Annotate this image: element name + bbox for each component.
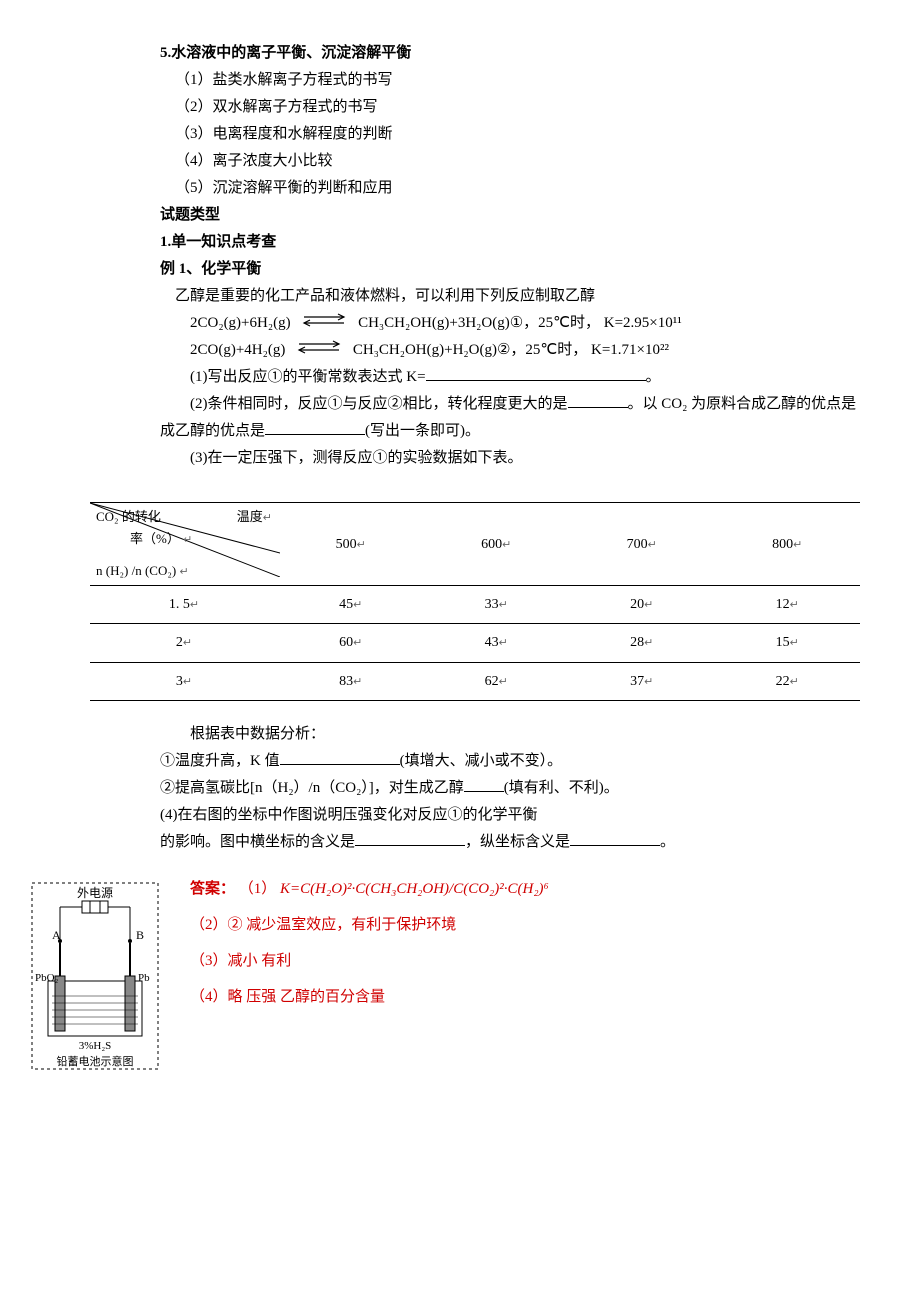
question-type-heading: 试题类型	[160, 202, 860, 229]
ext-power-label: 外电源	[77, 886, 113, 900]
blank-q4x	[355, 845, 465, 846]
temp-500: 500↵	[278, 503, 424, 586]
table-header-row: 温度↵ 率（%） ↵ CO₂ 的转化 n (H₂) /n (CO₂) ↵ 500…	[90, 503, 860, 586]
item-4: （4）离子浓度大小比较	[175, 148, 860, 175]
item-2: （2）双水解离子方程式的书写	[175, 94, 860, 121]
svg-text:B: B	[136, 928, 144, 942]
answer-1: 答案： （1） K=C(H₂O)²·C(CH₃CH₂OH)/C(CO₂)²·C(…	[190, 871, 549, 907]
after-table-text: 根据表中数据分析：	[190, 721, 860, 748]
eq2-left: 2CO(g)+4H₂(g)	[190, 342, 285, 358]
blank-q2b	[265, 434, 365, 435]
diagonal-header-cell: 温度↵ 率（%） ↵ CO₂ 的转化 n (H₂) /n (CO₂) ↵	[90, 503, 278, 586]
equilibrium-arrow-icon	[295, 337, 343, 364]
question-4a: (4)在右图的坐标中作图说明压强变化对反应①的化学平衡	[160, 802, 860, 829]
blank-q2a	[568, 407, 628, 408]
eq1-right: CH₃CH₂OH(g)+3H₂O(g)①，25℃时， K=2.95×10¹¹	[358, 315, 682, 331]
answer-2: （2）② 减少温室效应，有利于保护环境	[190, 907, 549, 943]
intro-text: 乙醇是重要的化工产品和液体燃料，可以利用下列反应制取乙醇	[175, 283, 860, 310]
svg-text:铅蓄电池示意图: 铅蓄电池示意图	[57, 1054, 134, 1068]
answer-3: （3）减小 有利	[190, 943, 549, 979]
question-3-2: ②提高氢碳比[n（H₂）/n（CO₂）]，对生成乙醇(填有利、不利)。	[160, 775, 860, 802]
battery-diagram: 外电源 A B PbO₂ Pb 3%H₂S 铅蓄电池示意图	[30, 881, 160, 1081]
blank-k-expression	[426, 380, 646, 381]
section5-title: 5.水溶液中的离子平衡、沉淀溶解平衡	[160, 40, 860, 67]
equation-2: 2CO(g)+4H₂(g) CH₃CH₂OH(g)+H₂O(g)②，25℃时， …	[190, 337, 860, 364]
blank-q32	[464, 791, 504, 792]
temp-700: 700↵	[569, 503, 715, 586]
svg-text:Pb: Pb	[138, 972, 150, 984]
item-5: （5）沉淀溶解平衡的判断和应用	[175, 175, 860, 202]
data-table: 温度↵ 率（%） ↵ CO₂ 的转化 n (H₂) /n (CO₂) ↵ 500…	[90, 502, 860, 701]
svg-text:A: A	[52, 928, 61, 942]
eq1-left: 2CO₂(g)+6H₂(g)	[190, 315, 291, 331]
question-2: (2)条件相同时，反应①与反应②相比，转化程度更大的是。以 CO₂ 为原料合成乙…	[190, 391, 860, 418]
item-3: （3）电离程度和水解程度的判断	[175, 121, 860, 148]
question-3-1: ①温度升高，K 值(填增大、减小或不变）。	[160, 748, 860, 775]
answer-4: （4）略 压强 乙醇的百分含量	[190, 979, 549, 1015]
blank-q31	[280, 764, 400, 765]
example1-title: 例 1、化学平衡	[160, 256, 860, 283]
blank-q4y	[570, 845, 660, 846]
single-knowledge-heading: 1.单一知识点考查	[160, 229, 860, 256]
question-1: (1)写出反应①的平衡常数表达式 K=。	[190, 364, 860, 391]
equation-1: 2CO₂(g)+6H₂(g) CH₃CH₂OH(g)+3H₂O(g)①，25℃时…	[190, 310, 860, 337]
question-4b: 的影响。图中横坐标的含义是，纵坐标含义是。	[160, 829, 860, 856]
table-row: 3↵ 83↵ 62↵ 37↵ 22↵	[90, 662, 860, 700]
table-row: 2↵ 60↵ 43↵ 28↵ 15↵	[90, 624, 860, 662]
item-1: （1）盐类水解离子方程式的书写	[175, 67, 860, 94]
question-3: (3)在一定压强下，测得反应①的实验数据如下表。	[190, 445, 860, 472]
eq2-right: CH₃CH₂OH(g)+H₂O(g)②，25℃时， K=1.71×10²²	[353, 342, 669, 358]
table-row: 1. 5↵ 45↵ 33↵ 20↵ 12↵	[90, 586, 860, 624]
temp-600: 600↵	[424, 503, 570, 586]
equilibrium-arrow-icon	[300, 310, 348, 337]
question-2b: 成乙醇的优点是(写出一条即可)。	[160, 418, 860, 445]
svg-text:PbO₂: PbO₂	[35, 972, 59, 984]
svg-text:3%H₂S: 3%H₂S	[79, 1040, 112, 1052]
temp-800: 800↵	[715, 503, 861, 586]
